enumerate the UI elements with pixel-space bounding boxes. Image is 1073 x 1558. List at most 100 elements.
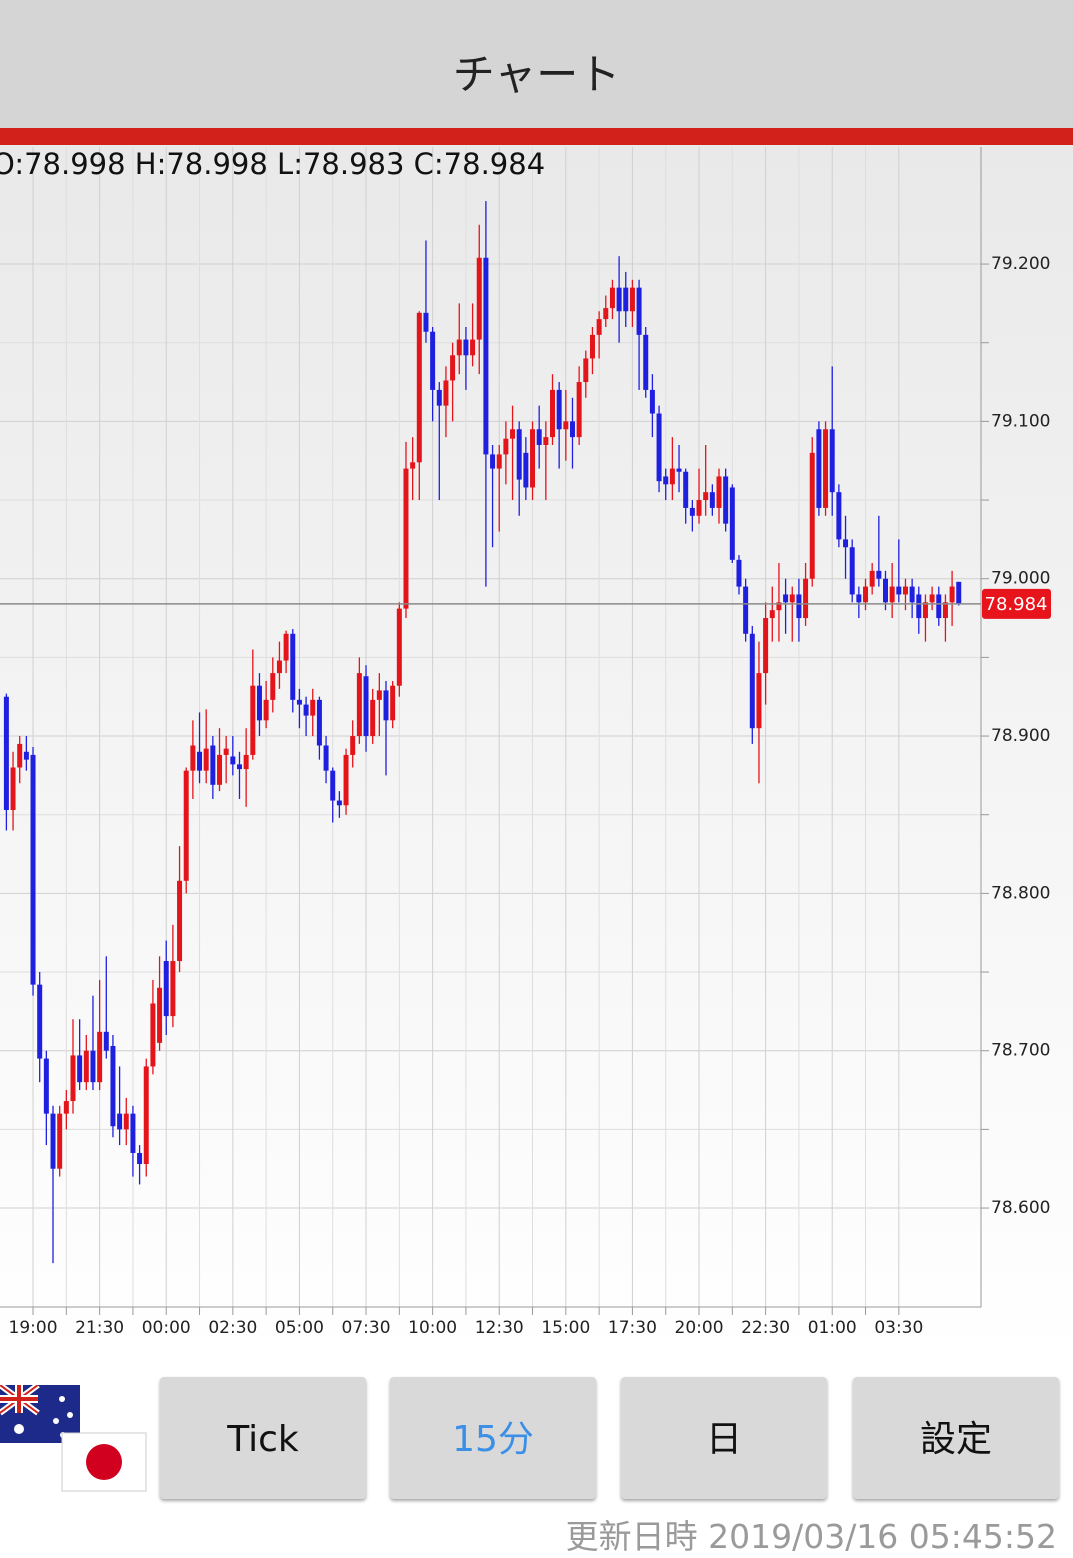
candle-body bbox=[530, 429, 536, 488]
15min-button[interactable]: 15分 bbox=[390, 1377, 596, 1499]
x-tick-label: 15:00 bbox=[541, 1318, 590, 1338]
candle-body bbox=[423, 312, 429, 332]
candle-body bbox=[476, 257, 482, 340]
ohlc-label: O:78.998 H:78.998 L:78.983 C:78.984 bbox=[0, 147, 545, 181]
header: チャート bbox=[0, 0, 1073, 128]
candle-body bbox=[916, 594, 922, 619]
candle-body bbox=[197, 751, 203, 771]
candle-body bbox=[296, 699, 302, 705]
y-tick-label: 78.900 bbox=[991, 726, 1050, 746]
candle-body bbox=[383, 690, 389, 721]
candle-body bbox=[57, 1113, 63, 1169]
candle-body bbox=[256, 685, 262, 721]
candle-body bbox=[676, 468, 682, 472]
candle-body bbox=[223, 748, 229, 755]
candle-body bbox=[236, 764, 242, 770]
x-tick-label: 20:00 bbox=[675, 1318, 724, 1338]
candle-body bbox=[463, 339, 469, 356]
candle-body bbox=[576, 382, 582, 438]
x-tick-label: 10:00 bbox=[408, 1318, 457, 1338]
candle-body bbox=[643, 334, 649, 390]
daily-button[interactable]: 日 bbox=[621, 1377, 827, 1499]
candle-body bbox=[157, 987, 163, 1043]
candle-body bbox=[343, 754, 349, 806]
candle-body bbox=[603, 308, 609, 320]
candle-body bbox=[283, 633, 289, 661]
candle-body bbox=[10, 767, 16, 810]
title: チャート bbox=[452, 50, 621, 99]
candle-body bbox=[623, 287, 629, 312]
candle-body bbox=[50, 1113, 56, 1169]
candle-body bbox=[330, 770, 336, 801]
candle-body bbox=[450, 355, 456, 381]
candle-body bbox=[843, 539, 849, 548]
candle-body bbox=[896, 586, 902, 595]
x-tick-label: 22:30 bbox=[741, 1318, 790, 1338]
y-tick-label: 78.600 bbox=[991, 1198, 1050, 1218]
candle-body bbox=[829, 429, 835, 493]
candle-body bbox=[663, 476, 669, 485]
candle-body bbox=[90, 1050, 96, 1083]
candle-body bbox=[143, 1066, 149, 1164]
candle-body bbox=[496, 454, 502, 469]
candle-body bbox=[123, 1113, 129, 1130]
candle-body bbox=[97, 1031, 103, 1083]
tick-button[interactable]: Tick bbox=[160, 1377, 366, 1499]
candle-body bbox=[137, 1152, 143, 1164]
candle-body bbox=[649, 389, 655, 414]
candle-body bbox=[683, 471, 689, 508]
candle-body bbox=[217, 754, 223, 785]
candle-body bbox=[776, 602, 782, 611]
candle-body bbox=[836, 492, 842, 540]
candle-body bbox=[609, 287, 615, 309]
candle-body bbox=[569, 421, 575, 438]
candle-body bbox=[736, 559, 742, 587]
x-tick-label: 02:30 bbox=[208, 1318, 257, 1338]
candle-body bbox=[416, 312, 422, 463]
x-tick-label: 01:00 bbox=[808, 1318, 857, 1338]
candle-body bbox=[616, 287, 622, 312]
candle-body bbox=[756, 673, 762, 729]
candle-body bbox=[350, 736, 356, 755]
candle-body bbox=[263, 699, 269, 721]
candle-body bbox=[110, 1045, 116, 1127]
candle-body bbox=[783, 594, 789, 603]
candle-body bbox=[929, 594, 935, 603]
candle-body bbox=[430, 331, 436, 390]
candle-body bbox=[490, 454, 496, 469]
candle-body bbox=[902, 586, 908, 595]
x-tick-label: 12:30 bbox=[475, 1318, 524, 1338]
candle-body bbox=[203, 748, 209, 771]
candle-body bbox=[310, 699, 316, 716]
currency-flags bbox=[0, 1385, 147, 1492]
candle-body bbox=[629, 287, 635, 312]
candle-body bbox=[510, 429, 516, 439]
candle-body bbox=[922, 602, 928, 619]
settings-button[interactable]: 設定 bbox=[853, 1377, 1059, 1499]
candle-body bbox=[956, 581, 962, 604]
candle-body bbox=[536, 429, 542, 445]
x-tick-label: 19:00 bbox=[9, 1318, 58, 1338]
candle-body bbox=[583, 358, 589, 383]
x-tick-label: 05:00 bbox=[275, 1318, 324, 1338]
candle-body bbox=[177, 880, 183, 962]
candle-body bbox=[323, 745, 329, 771]
candle-body bbox=[729, 487, 735, 560]
candle-body bbox=[882, 578, 888, 603]
candle-body bbox=[743, 586, 749, 634]
candle-body bbox=[816, 429, 822, 508]
candle-body bbox=[250, 685, 256, 755]
candle-body bbox=[696, 500, 702, 516]
candle-body bbox=[550, 389, 556, 438]
candle-body bbox=[723, 476, 729, 524]
last-price-label: 78.984 bbox=[985, 594, 1048, 615]
candle-body bbox=[749, 633, 755, 729]
accent-bar bbox=[0, 128, 1073, 145]
candle-body bbox=[243, 754, 249, 770]
candle-body bbox=[863, 586, 869, 603]
candle-body bbox=[230, 756, 236, 765]
candle-body bbox=[856, 594, 862, 603]
candle-body bbox=[503, 438, 509, 455]
candle-body bbox=[190, 745, 196, 771]
